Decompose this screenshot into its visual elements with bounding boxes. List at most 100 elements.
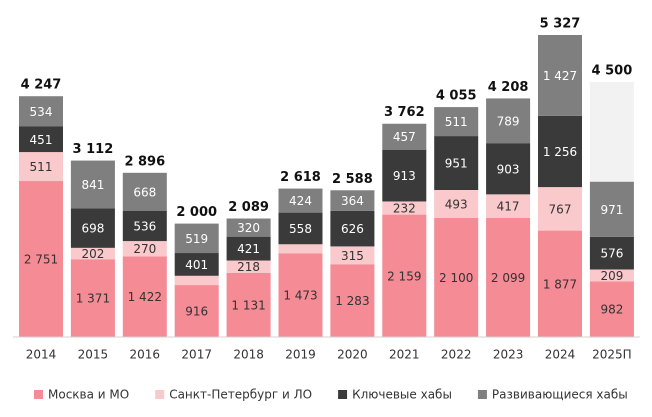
bar-segment — [330, 210, 375, 247]
value-label: 1 422 — [128, 290, 162, 304]
value-label: 1 473 — [283, 289, 317, 303]
bar-segment — [486, 218, 531, 337]
bar-segment — [589, 181, 634, 237]
total-label: 5 327 — [540, 17, 581, 32]
total-label: 4 208 — [488, 80, 529, 95]
value-label: 401 — [185, 258, 208, 272]
bar-segment — [226, 260, 271, 273]
value-label: 626 — [341, 222, 364, 236]
legend-label: Развивающиеся хабы — [492, 388, 628, 402]
x-tick-label: 2019 — [285, 348, 316, 362]
value-label: 916 — [185, 305, 208, 319]
total-label: 2 588 — [332, 172, 373, 187]
legend-label: Санкт-Петербург и ЛО — [169, 388, 312, 402]
value-label: 424 — [289, 194, 312, 208]
value-label: 2 159 — [387, 269, 421, 283]
legend-label: Ключевые хабы — [352, 388, 452, 402]
value-label: 1 256 — [543, 145, 577, 159]
value-label: 315 — [341, 249, 364, 263]
x-tick-label: 2021 — [389, 348, 420, 362]
bar-segment — [434, 217, 479, 337]
value-label: 457 — [393, 130, 416, 144]
bar-segment — [434, 107, 479, 137]
value-label: 232 — [393, 202, 416, 216]
bar-segment — [382, 123, 427, 150]
bar-segment — [538, 115, 582, 188]
bar-segment — [70, 259, 115, 337]
bar-segment — [19, 126, 63, 153]
bar-segment — [589, 281, 634, 337]
value-label: 451 — [30, 133, 53, 147]
value-label: 951 — [445, 157, 468, 171]
x-tick-label: 2016 — [130, 348, 161, 362]
legend-swatch — [155, 390, 165, 399]
value-label: 1 371 — [76, 292, 110, 306]
x-tick-label: 2017 — [181, 348, 212, 362]
bar-segment — [382, 201, 427, 215]
total-label: 4 247 — [21, 78, 62, 93]
value-label: 421 — [237, 242, 260, 256]
x-tick-label: 2018 — [233, 348, 264, 362]
value-label: 519 — [185, 232, 208, 246]
bar-segment — [330, 246, 375, 265]
value-label: 558 — [289, 222, 312, 236]
bar-segment — [486, 194, 531, 219]
total-label: 2 089 — [228, 200, 269, 215]
bar-segment — [226, 218, 271, 237]
x-tick-label: 2015 — [78, 348, 109, 362]
bar-segment — [226, 236, 271, 261]
bar-segment — [19, 152, 63, 182]
value-label: 971 — [600, 203, 623, 217]
value-label: 202 — [81, 247, 104, 261]
bar-segment — [122, 172, 167, 211]
value-label: 534 — [30, 105, 53, 119]
bar-segment — [278, 244, 323, 254]
bar-segment — [589, 236, 634, 270]
value-label: 789 — [497, 114, 520, 128]
bar-segment — [486, 143, 531, 195]
bar-segment — [278, 212, 323, 245]
bar-segment — [382, 149, 427, 202]
bar-segment — [330, 190, 375, 211]
bar-segment — [382, 214, 427, 337]
bar-segment — [486, 98, 531, 144]
value-label: 417 — [497, 200, 520, 214]
bar-segment — [278, 253, 323, 337]
total-label: 4 055 — [436, 89, 477, 104]
x-tick-label: 2025П — [592, 348, 632, 362]
total-label: 4 500 — [592, 63, 633, 78]
bar-segment — [70, 247, 115, 260]
value-label: 913 — [393, 169, 416, 183]
total-label: 2 000 — [176, 205, 217, 220]
bar-segment — [174, 223, 219, 254]
value-label: 536 — [133, 219, 156, 233]
x-tick-label: 2023 — [493, 348, 524, 362]
value-label: 511 — [445, 115, 468, 129]
bar-segment — [589, 269, 634, 282]
legend-swatch — [477, 390, 487, 399]
total-label: 3 762 — [384, 105, 425, 120]
x-tick-label: 2020 — [337, 348, 368, 362]
bar-segment — [122, 256, 167, 337]
bar-segment — [226, 272, 271, 337]
bar-segment — [538, 35, 582, 116]
legend-swatch — [34, 390, 43, 399]
bar-segment — [278, 188, 323, 213]
value-label: 493 — [445, 197, 468, 211]
value-label: 767 — [549, 202, 572, 216]
legend-swatch — [338, 390, 348, 399]
value-label: 1 427 — [543, 69, 577, 83]
total-label: 2 618 — [280, 170, 321, 185]
bar-segment — [330, 264, 375, 337]
x-tick-label: 2022 — [441, 348, 472, 362]
value-label: 2 751 — [24, 253, 58, 267]
bar-segment — [434, 189, 479, 218]
bar-segment — [434, 136, 479, 190]
value-label: 320 — [237, 221, 260, 235]
value-label: 576 — [600, 247, 623, 261]
value-label: 698 — [81, 222, 104, 236]
value-label: 1 283 — [335, 294, 369, 308]
bar-segment — [174, 253, 219, 276]
